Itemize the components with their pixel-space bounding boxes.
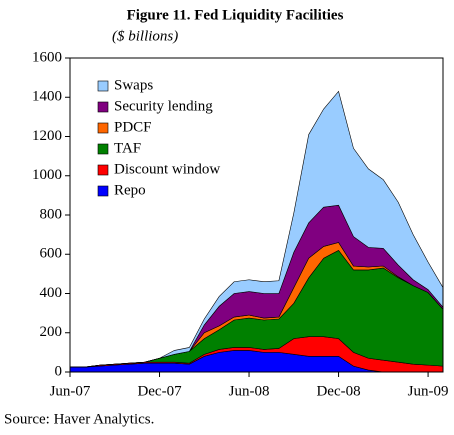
legend-swatch — [97, 143, 109, 155]
legend-label: Discount window — [114, 161, 220, 177]
y-tick-label: 1000 — [32, 167, 62, 183]
x-tick-label: Jun-08 — [229, 383, 270, 399]
legend-swatch — [97, 164, 109, 176]
legend-swatch — [97, 185, 109, 197]
legend-swatch — [97, 122, 109, 134]
legend-label: Security lending — [114, 98, 213, 114]
y-tick-label: 400 — [40, 285, 63, 301]
y-tick-label: 800 — [40, 206, 63, 222]
source: Source: Haver Analytics. — [4, 411, 154, 427]
x-tick-label: Dec-08 — [316, 383, 360, 399]
legend-swatch — [97, 101, 109, 113]
x-tick-label: Dec-07 — [137, 383, 182, 399]
y-tick-label: 200 — [40, 324, 63, 340]
legend-swatch — [97, 80, 109, 92]
y-tick-label: 1600 — [32, 49, 62, 65]
legend-label: Swaps — [114, 77, 153, 93]
legend-label: Repo — [114, 182, 146, 198]
x-tick-label: Jun-09 — [408, 383, 449, 399]
x-tick-label: Jun-07 — [50, 383, 91, 399]
chart-subtitle: ($ billions) — [112, 28, 178, 44]
y-tick-label: 1200 — [32, 128, 62, 144]
y-tick-label: 0 — [55, 363, 63, 379]
legend-label: PDCF — [114, 119, 152, 135]
y-tick-label: 1400 — [32, 89, 62, 105]
chart-title: Figure 11. Fed Liquidity Facilities — [127, 7, 344, 23]
y-tick-label: 600 — [40, 246, 63, 262]
legend-label: TAF — [114, 140, 141, 156]
